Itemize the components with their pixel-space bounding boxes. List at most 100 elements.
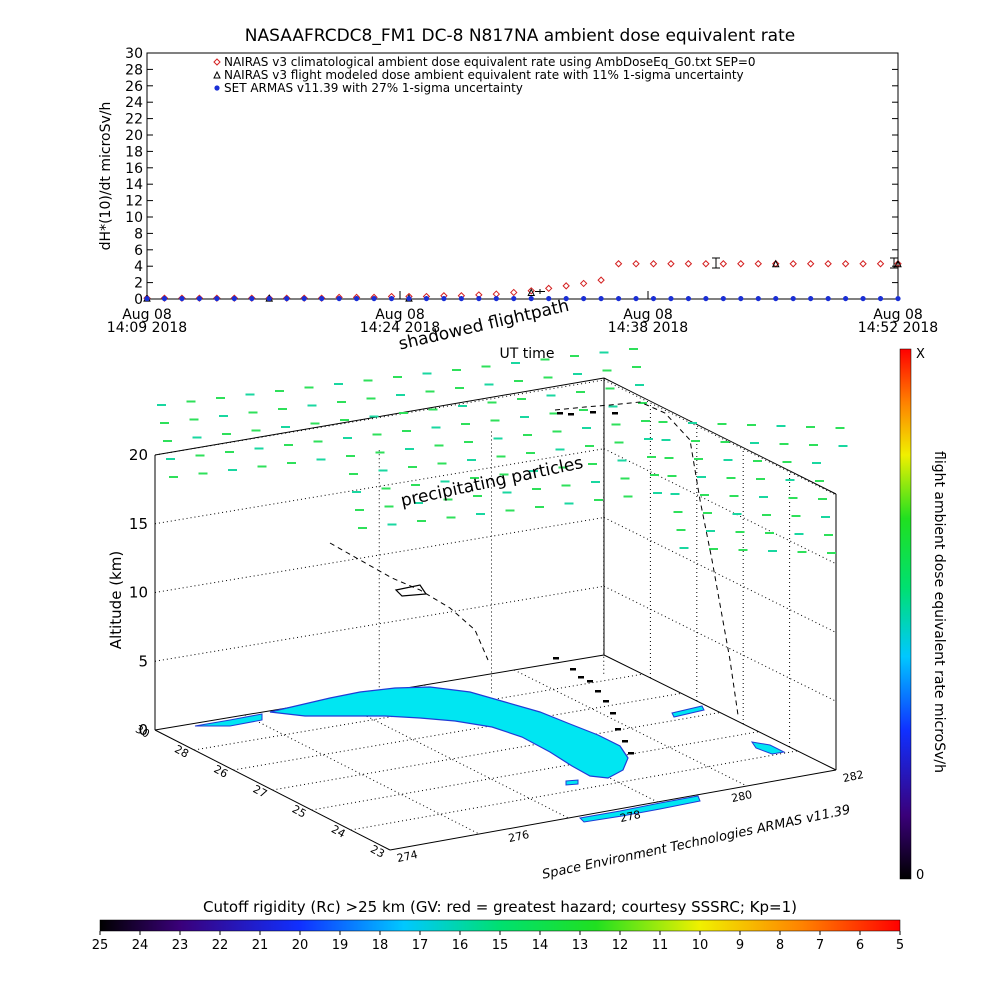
top-chart-y-label: dH*(10)/dt microSv/h	[98, 102, 114, 251]
longitude-tick-label: 274	[396, 848, 419, 865]
right-colorbar-top-label: X	[916, 347, 925, 362]
alt-grid-back	[154, 585, 605, 662]
x-tick-time: 14:52 2018	[858, 320, 938, 336]
x-tick-date: Aug 08	[623, 307, 673, 323]
top-chart-title: NASAAFRCDC8_FM1 DC-8 N817NA ambient dose…	[245, 26, 795, 46]
y-tick-label: 28	[125, 62, 143, 78]
land-island-small	[565, 779, 579, 786]
data-point	[336, 295, 342, 302]
y-tick-label: 0	[134, 292, 143, 308]
legend-entry: SET ARMAS v11.39 with 27% 1-sigma uncert…	[214, 81, 523, 95]
land-florida-mainland	[269, 686, 629, 779]
right-colorbar-bottom-label: 0	[916, 868, 924, 883]
altitude-axis: 0 5 10 15 20	[129, 446, 148, 739]
land-bahamas-2	[750, 741, 786, 755]
altitude-tick-label: 0	[138, 721, 148, 739]
data-point	[528, 295, 534, 302]
y-tick-label: 4	[134, 259, 143, 275]
legend-label: NAIRAS v3 flight modeled dose ambient eq…	[224, 68, 744, 82]
data-point	[755, 295, 761, 302]
altitude-tick-label: 10	[129, 584, 148, 602]
box-edge-bottom-right	[603, 654, 837, 771]
box-edge-top-back	[154, 377, 605, 456]
flightpath-shadow-mark	[570, 668, 576, 671]
flightpath-shadow-mark	[612, 412, 618, 415]
data-point	[476, 295, 482, 302]
flightpath-shadow-mark	[590, 411, 596, 414]
data-point	[877, 295, 884, 302]
y-tick-label: 24	[125, 95, 143, 111]
y-tick-label: 6	[134, 243, 143, 259]
legend-marker	[213, 58, 221, 66]
flightpath-shadow-mark	[587, 680, 593, 683]
data-point	[703, 295, 709, 302]
latitude-axis: 30 28 26 27 25 24 23	[133, 723, 386, 861]
colorbar-tick-label: 13	[572, 938, 589, 953]
land-cuba-strip	[578, 795, 701, 823]
legend-label: SET ARMAS v11.39 with 27% 1-sigma uncert…	[224, 81, 523, 95]
altitude-tick-label: 5	[138, 652, 148, 670]
aircraft-marker	[394, 584, 428, 597]
flightpath-shadow-mark	[615, 728, 621, 731]
y-tick-label: 10	[125, 210, 143, 226]
colorbar-tick-label: 24	[132, 938, 149, 953]
data-point	[598, 295, 604, 302]
data-point	[249, 295, 255, 302]
data-point	[825, 295, 831, 302]
data-point	[266, 295, 272, 302]
data-point	[196, 295, 202, 302]
data-point	[702, 260, 710, 268]
y-tick-label: 16	[125, 161, 143, 177]
longitude-tick-label: 278	[619, 808, 642, 825]
latitude-tick-label: 25	[290, 803, 308, 821]
latitude-tick-label: 28	[172, 743, 190, 761]
data-point	[649, 260, 658, 268]
data-point	[284, 295, 290, 302]
y-tick-label: 8	[134, 226, 143, 242]
flightpath-shadow-mark	[603, 700, 609, 703]
latitude-tick-label: 30	[133, 723, 151, 741]
data-point	[685, 295, 692, 302]
data-point	[615, 295, 622, 302]
flightpath-shadow-mark	[553, 657, 559, 660]
data-point	[231, 295, 237, 302]
y-tick-label: 26	[125, 79, 143, 95]
longitude-tick-label: 276	[507, 828, 530, 845]
data-point	[527, 287, 535, 295]
colorbar-tick-label: 11	[652, 938, 669, 953]
data-point	[353, 295, 360, 302]
x-tick-time: 14:24 2018	[360, 320, 440, 336]
land-map	[194, 686, 786, 823]
precipitating-particles-field	[157, 348, 848, 554]
data-point	[406, 295, 412, 302]
y-tick-label: 2	[134, 276, 143, 292]
flightpath-shadow-mark	[628, 752, 634, 755]
right-colorbar	[899, 348, 912, 880]
data-point	[371, 295, 377, 302]
data-point	[527, 288, 536, 296]
latitude-tick-label: 27	[251, 783, 269, 801]
colorbar-tick-label: 25	[92, 938, 109, 953]
x-tick-time: 14:38 2018	[608, 320, 688, 336]
longitude-axis: 274 276 278 280 282	[396, 768, 865, 865]
data-point	[581, 295, 587, 302]
colorbar-tick-label: 8	[776, 938, 784, 953]
flight-path	[329, 401, 739, 716]
data-point	[458, 295, 464, 302]
data-point	[667, 260, 675, 268]
alt-grid-back	[154, 379, 605, 456]
colorbar-tick-label: 10	[692, 938, 709, 953]
box-edge-top-right	[603, 377, 837, 495]
data-point	[441, 295, 447, 302]
longitude-tick-label: 282	[842, 768, 865, 785]
data-point	[301, 295, 307, 302]
y-tick-label: 18	[125, 144, 143, 160]
right-colorbar-label: flight ambient dose equivalent rate micr…	[931, 451, 947, 773]
data-point	[510, 288, 518, 297]
data-point	[738, 295, 744, 302]
data-point	[597, 276, 605, 284]
data-point	[876, 260, 885, 268]
data-point	[859, 260, 867, 268]
top-chart-plot-area	[146, 52, 899, 300]
